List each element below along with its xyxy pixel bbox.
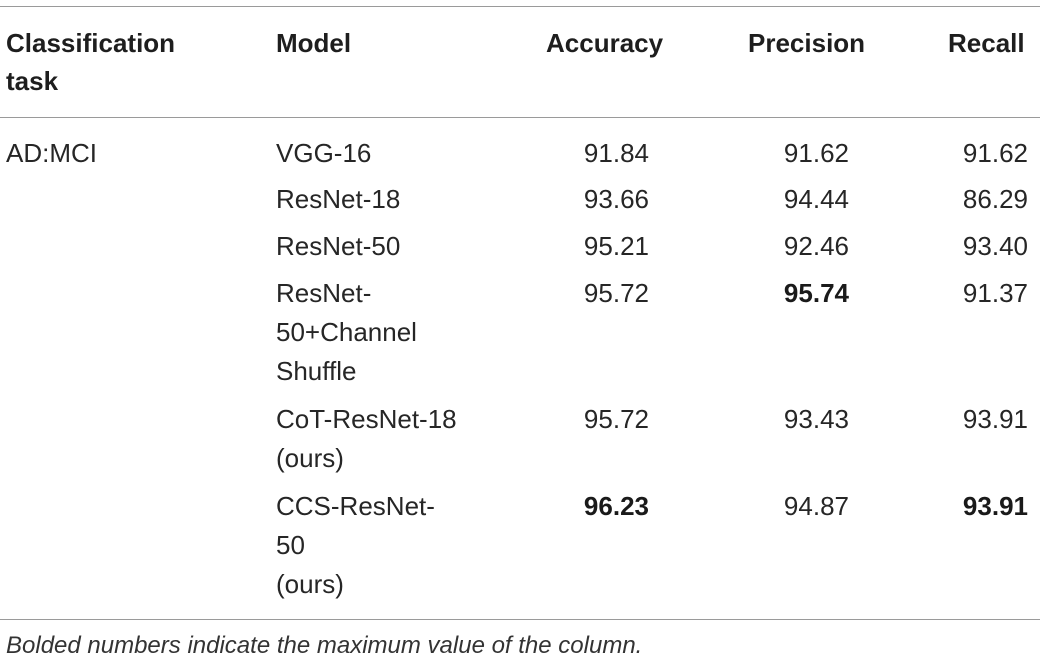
- recall-cell: 93.40: [962, 231, 1028, 261]
- recall-cell: 91.37: [962, 278, 1028, 308]
- table-footnote: Bolded numbers indicate the maximum valu…: [6, 632, 643, 659]
- accuracy-cell: 93.66: [583, 184, 649, 214]
- accuracy-cell-max: 96.23: [583, 491, 649, 521]
- accuracy-cell: 95.21: [583, 231, 649, 261]
- precision-cell: 92.46: [783, 231, 849, 261]
- model-cell: VGG-16: [276, 138, 372, 168]
- recall-cell: 86.29: [962, 184, 1028, 214]
- precision-cell-max: 95.74: [783, 278, 849, 308]
- precision-cell: 93.43: [783, 404, 849, 434]
- header-accuracy: Accuracy: [546, 28, 664, 58]
- precision-cell: 94.87: [783, 491, 849, 521]
- recall-cell: 91.62: [962, 138, 1028, 168]
- model-cell-line-2: 50+Channel: [276, 317, 417, 347]
- precision-cell: 94.44: [783, 184, 849, 214]
- header-rule: [0, 117, 1040, 118]
- model-cell: ResNet-18: [276, 184, 401, 214]
- model-cell-line-1: CCS-ResNet-: [276, 491, 435, 521]
- recall-cell: 93.91: [962, 404, 1028, 434]
- recall-cell-max: 93.91: [962, 491, 1028, 521]
- accuracy-cell: 91.84: [583, 138, 649, 168]
- model-cell-line-3: (ours): [276, 569, 344, 599]
- model-cell-line-3: Shuffle: [276, 356, 357, 386]
- model-cell: ResNet-50: [276, 231, 401, 261]
- model-cell-line-1: ResNet-: [276, 278, 372, 308]
- table-top-rule: [0, 6, 1040, 7]
- table-bottom-rule: [0, 619, 1040, 620]
- accuracy-cell: 95.72: [583, 404, 649, 434]
- model-cell-line-2: 50: [276, 530, 305, 560]
- model-cell-line-1: CoT-ResNet-18: [276, 404, 457, 434]
- task-cell: AD:MCI: [6, 138, 97, 168]
- precision-cell: 91.62: [783, 138, 849, 168]
- header-precision: Precision: [748, 28, 866, 58]
- accuracy-cell: 95.72: [583, 278, 649, 308]
- model-cell-line-2: (ours): [276, 443, 344, 473]
- header-classification-task: Classification task: [6, 28, 176, 96]
- header-recall: Recall: [948, 28, 1025, 58]
- header-model: Model: [276, 28, 352, 58]
